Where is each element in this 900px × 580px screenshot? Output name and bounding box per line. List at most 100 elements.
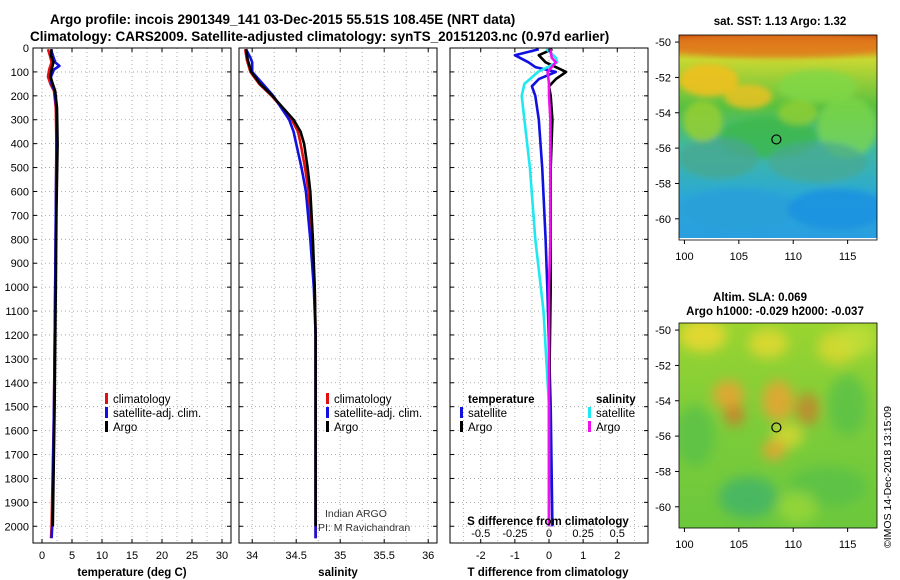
salinity-legend: climatology satellite-adj. clim. Argo (326, 393, 422, 434)
legend-swatch-t-satellite (460, 407, 463, 418)
difference-legend-temperature: temperature satellite Argo (460, 394, 534, 434)
map-x-tick-label: 110 (784, 251, 802, 263)
series-salinity-satellite (520, 48, 559, 527)
x-tick-label: 20 (156, 550, 168, 562)
depth-tick-label: 500 (11, 163, 29, 175)
legend-swatch-s-satellite (588, 407, 591, 418)
depth-tick-label: 1100 (5, 306, 29, 318)
map-field-patch (679, 63, 739, 97)
map-y-tick-label: -50 (655, 37, 671, 49)
depth-tick-label: 200 (11, 91, 29, 103)
series-salinity-argo (546, 49, 558, 527)
x-tick-label: 15 (126, 550, 138, 562)
series-argo (244, 48, 317, 527)
map-field-patch (679, 323, 727, 352)
difference-xlabel-top: S difference from climatology (467, 516, 629, 528)
map-x-tick-label: 115 (839, 251, 857, 263)
depth-tick-label: 800 (11, 234, 29, 246)
legend-label-argo: Argo (334, 422, 358, 434)
series-climatology (243, 48, 317, 539)
map-field-patch (787, 188, 877, 230)
series-temperature-satellite (513, 47, 558, 527)
legend-label-t-argo: Argo (468, 422, 492, 434)
legend-label-climatology: climatology (334, 394, 392, 406)
depth-axis: 0 100 200 300 400 500 600 700 800 900 1000 1100 1200… (5, 43, 29, 533)
temperature-legend: climatology satellite-adj. clim. Argo (105, 393, 201, 434)
difference-panel: -2 -1 0 1 2 -0.5 -0.25 0 0.25 0.5 S difference f… (449, 47, 649, 579)
annotation-pi: PI: M Ravichandran (318, 522, 410, 534)
salinity-frame (238, 47, 438, 544)
legend-swatch-climatology (326, 393, 329, 404)
map-field-patch (778, 100, 818, 126)
map-field-patch (778, 69, 858, 103)
salinity-xlabel: salinity (318, 567, 358, 579)
map-field-patch (827, 374, 868, 436)
x2-tick-label: 0.5 (610, 528, 625, 540)
temperature-panel: 0 5 10 15 20 25 30 0 100 200 300 400 500 600 700 800 90… (5, 43, 232, 579)
legend-label-s-argo: Argo (596, 422, 620, 434)
x-tick-label: 5 (69, 550, 75, 562)
x-tick-label: 0 (546, 550, 552, 562)
x-tick-label: -2 (476, 550, 486, 562)
legend-label-satellite: satellite-adj. clim. (113, 408, 201, 420)
map-field-patch (748, 329, 788, 358)
depth-tick-label: 2000 (5, 521, 29, 533)
legend-title-salinity: salinity (596, 394, 636, 406)
footer-credit: ©IMOS 14-Dec-2018 13:15:09 (882, 406, 894, 548)
map-y-tick-label: -54 (655, 396, 671, 408)
depth-tick-label: 900 (11, 258, 29, 270)
map-field-patch (712, 380, 745, 410)
series-satellite-adj-clim- (244, 48, 317, 539)
legend-label-s-satellite: satellite (596, 408, 635, 420)
map-field-patch (679, 35, 877, 58)
title-line1: Argo profile: incois 2901349_141 03-Dec-… (50, 12, 515, 27)
legend-label-argo: Argo (113, 422, 137, 434)
map-y-tick-label: -54 (655, 108, 671, 120)
map-y-tick-label: -50 (655, 325, 671, 337)
map-x-tick-label: 105 (730, 251, 748, 263)
depth-tick-label: 400 (11, 139, 29, 151)
x-tick-label: 36 (422, 550, 434, 562)
map-field-patch (679, 137, 759, 179)
depth-tick-label: 600 (11, 186, 29, 198)
sla-map-title: Altim. SLA: 0.069 (713, 292, 807, 304)
salinity-panel: 34 34.5 35 35.5 36 salinity climatology sate… (238, 47, 438, 579)
x-tick-label: 30 (216, 550, 228, 562)
sla-map-subtitle: Argo h1000: -0.029 h2000: -0.037 (686, 306, 864, 318)
map-field-patch (724, 405, 745, 426)
legend-swatch-t-argo (460, 421, 463, 432)
x-tick-label: 25 (186, 550, 198, 562)
x2-tick-label: 0 (546, 528, 552, 540)
map-field-patch (724, 84, 773, 109)
x-tick-label: 1 (580, 550, 586, 562)
map-field-patch (768, 141, 868, 183)
x2-tick-label: -0.5 (471, 528, 490, 540)
x-tick-label: 35 (334, 550, 346, 562)
legend-swatch-argo (105, 421, 108, 432)
map-field-patch (762, 380, 794, 422)
sst-map-title: sat. SST: 1.13 Argo: 1.32 (714, 16, 847, 28)
legend-swatch-satellite (326, 407, 329, 418)
series-argo (49, 49, 59, 527)
depth-tick-label: 700 (11, 210, 29, 222)
sla-map-frame (678, 322, 878, 529)
map-y-tick-label: -60 (655, 214, 671, 226)
difference-legend-salinity: salinity satellite Argo (588, 394, 636, 434)
title-line2: Climatology: CARS2009. Satellite-adjuste… (30, 29, 609, 44)
map-field-patch (679, 188, 798, 230)
annotation-indian-argo: Indian ARGO (325, 508, 387, 520)
legend-label-climatology: climatology (113, 394, 171, 406)
legend-swatch-climatology (105, 393, 108, 404)
map-y-tick-label: -58 (655, 466, 671, 478)
depth-tick-label: 1000 (5, 282, 29, 294)
depth-tick-label: 300 (11, 115, 29, 127)
depth-tick-label: 0 (23, 43, 29, 55)
legend-swatch-argo (326, 421, 329, 432)
map-field-patch (679, 405, 715, 467)
map-y-tick-label: -58 (655, 178, 671, 190)
map-y-tick-label: -56 (655, 431, 671, 443)
map-y-tick-label: -52 (655, 360, 671, 372)
sla-map: Altim. SLA: 0.069 Argo h1000: -0.029 h20… (655, 292, 878, 551)
x2-tick-label: -0.25 (502, 528, 527, 540)
